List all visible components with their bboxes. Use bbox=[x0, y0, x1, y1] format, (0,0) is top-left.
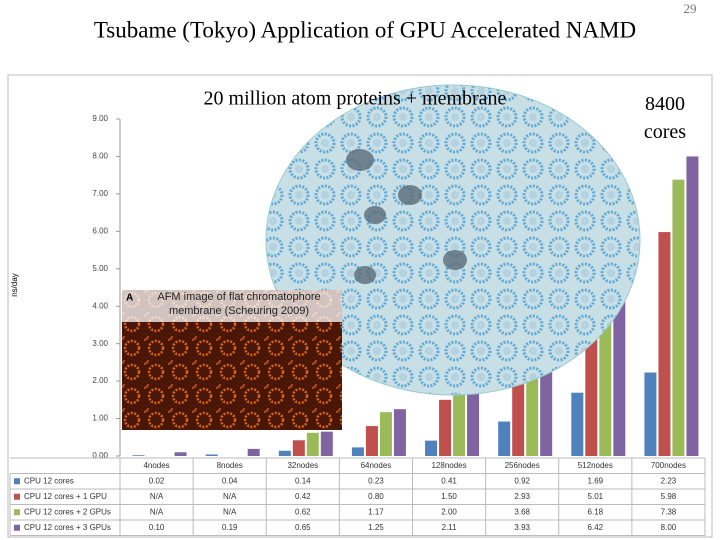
table-cell: 6.18 bbox=[588, 507, 604, 516]
legend-label: CPU 12 cores + 2 GPUs bbox=[24, 507, 111, 516]
bar bbox=[467, 376, 480, 456]
y-tick-label: 0.00 bbox=[92, 451, 108, 460]
table-cell: 0.42 bbox=[295, 492, 311, 501]
y-tick-label: 9.00 bbox=[92, 114, 108, 123]
annotation-holder: 8400 cores bbox=[643, 93, 687, 143]
table-cell: 3.68 bbox=[514, 507, 530, 516]
table-cell: 0.10 bbox=[149, 523, 165, 532]
table-cell: 1.25 bbox=[368, 523, 384, 532]
table-cell: N/A bbox=[150, 507, 164, 516]
column-header: 256nodes bbox=[505, 461, 540, 470]
slide-title: Tsubame (Tokyo) Application of GPU Accel… bbox=[94, 17, 636, 42]
column-header: 128nodes bbox=[431, 461, 466, 470]
column-header: 4nodes bbox=[143, 461, 169, 470]
table-cell: 0.04 bbox=[222, 476, 238, 485]
bar bbox=[292, 440, 305, 456]
protein-cluster bbox=[346, 149, 374, 171]
y-tick-label: 2.00 bbox=[92, 376, 108, 385]
bar bbox=[278, 450, 291, 456]
table-cell: 0.19 bbox=[222, 523, 238, 532]
bar bbox=[306, 432, 319, 456]
subtitle: 20 million atom proteins + membrane bbox=[204, 88, 507, 110]
table-cell: 0.62 bbox=[295, 507, 311, 516]
y-tick-label: 5.00 bbox=[92, 264, 108, 273]
y-tick-label: 8.00 bbox=[92, 152, 108, 161]
table-cell: 8.00 bbox=[661, 523, 677, 532]
table-cell: N/A bbox=[223, 507, 237, 516]
y-axis-label: ns/day bbox=[10, 273, 19, 297]
caption-holder: AFM image of flat chromatophore membrane… bbox=[157, 291, 321, 317]
protein-cluster bbox=[354, 266, 376, 284]
axis-group: 0.00 1.00 2.00 3.00 4.00 5.00 6.00 7.00 8.00 9.00 bbox=[92, 114, 121, 460]
column-header: 512nodes bbox=[578, 461, 613, 470]
bar bbox=[425, 440, 438, 456]
column-header: 700nodes bbox=[651, 461, 686, 470]
inset-letter: A bbox=[126, 293, 133, 304]
table-cell: 2.00 bbox=[441, 507, 457, 516]
legend-label: CPU 12 cores + 3 GPUs bbox=[24, 523, 111, 532]
bar bbox=[439, 399, 452, 456]
bar bbox=[672, 179, 685, 456]
table-cell: 0.02 bbox=[149, 476, 165, 485]
column-header: 8nodes bbox=[217, 461, 243, 470]
legend-swatch bbox=[14, 478, 20, 485]
bar bbox=[686, 156, 699, 456]
y-tick-label: 6.00 bbox=[92, 226, 108, 235]
table-cell: 0.65 bbox=[295, 523, 311, 532]
legend-swatch bbox=[14, 509, 20, 516]
table-cell: 1.69 bbox=[588, 476, 604, 485]
y-tick-label: 1.00 bbox=[92, 414, 108, 423]
table-cell: 1.17 bbox=[368, 507, 384, 516]
annotation: 8400 cores bbox=[643, 93, 687, 143]
protein-cluster bbox=[364, 206, 386, 224]
table-cell: 5.98 bbox=[661, 492, 677, 501]
bar bbox=[393, 409, 406, 456]
table-cell: 5.01 bbox=[588, 492, 604, 501]
column-header: 32nodes bbox=[287, 461, 318, 470]
table-cell: 0.92 bbox=[514, 476, 530, 485]
table-cell: 2.23 bbox=[661, 476, 677, 485]
y-tick-label: 3.00 bbox=[92, 339, 108, 348]
column-header: 64nodes bbox=[361, 461, 392, 470]
bar bbox=[658, 232, 671, 456]
table-cell: 3.93 bbox=[514, 523, 530, 532]
table-cell: 0.23 bbox=[368, 476, 384, 485]
bar bbox=[174, 452, 187, 456]
bar bbox=[132, 455, 145, 456]
table-cell: 6.42 bbox=[588, 523, 604, 532]
bar bbox=[379, 412, 392, 456]
table-cell: 0.41 bbox=[441, 476, 457, 485]
caption-box bbox=[122, 290, 342, 322]
table-cell: N/A bbox=[150, 492, 164, 501]
bar bbox=[571, 392, 584, 456]
table-cell: 1.50 bbox=[441, 492, 457, 501]
bar bbox=[320, 431, 333, 456]
bar bbox=[644, 372, 657, 456]
chart-frame bbox=[7, 74, 713, 538]
legend-swatch bbox=[14, 524, 20, 531]
data-table: 4nodes 8nodes 32nodes 64nodes 128nodes 256nod… bbox=[9, 457, 706, 536]
table-cell: 0.14 bbox=[295, 476, 311, 485]
protein-cluster bbox=[398, 185, 422, 205]
y-tick-label: 4.00 bbox=[92, 301, 108, 310]
legend-swatch bbox=[14, 493, 20, 500]
table-cell: N/A bbox=[223, 492, 237, 501]
bar bbox=[365, 426, 378, 456]
table-cell: 2.93 bbox=[514, 492, 530, 501]
legend-label: CPU 12 cores bbox=[24, 476, 74, 485]
bar bbox=[205, 454, 218, 456]
table-cell: 0.80 bbox=[368, 492, 384, 501]
protein-cluster bbox=[443, 250, 467, 270]
bar bbox=[498, 421, 511, 456]
inset-caption: AFM image of flat chromatophore membrane… bbox=[157, 291, 321, 317]
bar bbox=[453, 381, 466, 456]
table-cell: 2.11 bbox=[442, 523, 458, 532]
bar bbox=[247, 448, 260, 456]
page-number: 29 bbox=[684, 1, 697, 16]
table-cell: 7.38 bbox=[661, 507, 677, 516]
legend-label: CPU 12 cores + 1 GPU bbox=[24, 492, 107, 501]
y-tick-label: 7.00 bbox=[92, 189, 108, 198]
bar bbox=[351, 447, 364, 456]
